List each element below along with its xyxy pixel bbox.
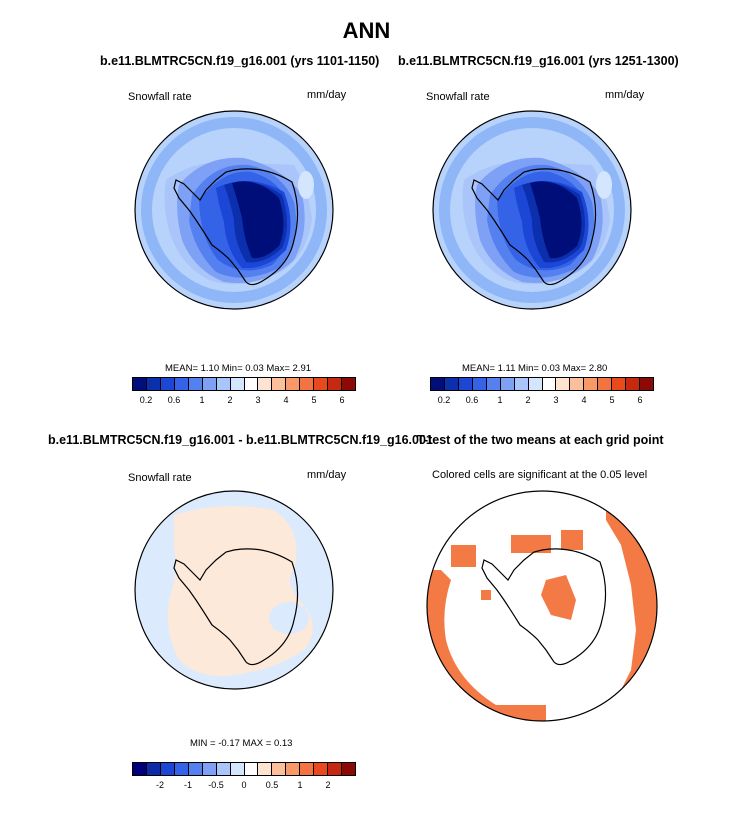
colorbar-swatch [300, 378, 315, 390]
figure-title: ANN [342, 18, 391, 43]
colorbar-swatch [314, 763, 329, 775]
panel1-left-label: Snowfall rate [128, 91, 192, 103]
colorbar-swatch [584, 378, 599, 390]
ttest-map [426, 490, 658, 722]
colorbar-swatch [133, 378, 147, 390]
panel3-units-label: mm/day [307, 469, 347, 481]
colorbar-swatch [174, 763, 189, 775]
panel2-left-label: Snowfall rate [426, 91, 490, 103]
colorbar-tick-label: 1 [199, 395, 205, 405]
colorbar-tick-label: 3 [553, 395, 559, 405]
colorbar-2: 0.2 0.6 1 2 3 4 5 6 [430, 377, 654, 411]
colorbar-swatch [328, 763, 343, 775]
colorbar-swatch [258, 763, 273, 775]
colorbar-swatch [472, 378, 487, 390]
colorbar-swatch [542, 378, 557, 390]
panel2-title: b.e11.BLMTRC5CN.f19_g16.001 (yrs 1251-13… [398, 54, 679, 68]
colorbar-tick-label: 5 [311, 395, 317, 405]
colorbar-tick-label: 2 [325, 780, 331, 790]
colorbar-swatch [202, 378, 217, 390]
panel4-title: T-test of the two means at each grid poi… [417, 433, 664, 447]
colorbar-tick-label: -2 [155, 780, 165, 790]
snowfall-map-2 [432, 110, 632, 310]
colorbar-tick-label: 0.5 [265, 780, 279, 790]
panel3-title: b.e11.BLMTRC5CN.f19_g16.001 - b.e11.BLMT… [48, 433, 433, 447]
panel3-left-label: Snowfall rate [128, 472, 192, 484]
colorbar-swatch [342, 763, 355, 775]
colorbar-swatch [244, 763, 259, 775]
colorbar-tick-label: 0.2 [437, 395, 451, 405]
panel3-stats: MIN = -0.17 MAX = 0.13 [190, 738, 293, 749]
colorbar-swatch [216, 378, 231, 390]
colorbar-swatch [244, 378, 259, 390]
colorbar-tick-label: 6 [637, 395, 643, 405]
colorbar-swatch [188, 763, 203, 775]
colorbar-swatch [258, 378, 273, 390]
colorbar-swatch [133, 763, 147, 775]
colorbar-tick-label: 4 [581, 395, 587, 405]
colorbar-swatch [556, 378, 571, 390]
colorbar-tick-label: 0.2 [139, 395, 153, 405]
colorbar-swatch [328, 378, 343, 390]
colorbar-swatch [500, 378, 515, 390]
colorbar-swatch [230, 763, 245, 775]
colorbar-tick-label: 3 [255, 395, 261, 405]
snowfall-map-1 [134, 110, 334, 310]
colorbar-swatch [458, 378, 473, 390]
colorbar-tick-label: 6 [339, 395, 345, 405]
colorbar-swatch [314, 378, 329, 390]
colorbar-swatch [640, 378, 653, 390]
panel1-stats: MEAN= 1.10 Min= 0.03 Max= 2.91 [165, 363, 312, 374]
colorbar-tick-label: 0.6 [465, 395, 479, 405]
colorbar-swatch [612, 378, 627, 390]
colorbar-swatch [216, 763, 231, 775]
colorbar-swatch [202, 763, 217, 775]
colorbar-tick-label: 2 [525, 395, 531, 405]
colorbar-swatch [598, 378, 613, 390]
colorbar-swatch [570, 378, 585, 390]
colorbar-swatch [174, 378, 189, 390]
colorbar-swatch [431, 378, 445, 390]
colorbar-swatch [272, 763, 287, 775]
colorbar-swatch [342, 378, 355, 390]
colorbar-tick-label: 2 [227, 395, 233, 405]
colorbar-swatch [626, 378, 641, 390]
colorbar-tick-label: 0 [241, 780, 247, 790]
colorbar-1: 0.2 0.6 1 2 3 4 5 6 [132, 377, 356, 411]
colorbar-swatch [272, 378, 287, 390]
colorbar-swatch [300, 763, 315, 775]
colorbar-3: -2 -1 -0.5 0 0.5 1 2 [132, 762, 356, 796]
colorbar-swatch [444, 378, 459, 390]
colorbar-swatch [230, 378, 245, 390]
colorbar-tick-label: 4 [283, 395, 289, 405]
panel1-units-label: mm/day [307, 89, 347, 101]
colorbar-swatch [146, 763, 161, 775]
colorbar-swatch [160, 378, 175, 390]
colorbar-tick-label: 0.6 [167, 395, 181, 405]
colorbar-tick-label: 5 [609, 395, 615, 405]
colorbar-tick-label: -0.5 [208, 780, 224, 790]
colorbar-tick-label: 1 [297, 780, 303, 790]
colorbar-swatch [146, 378, 161, 390]
colorbar-swatch [188, 378, 203, 390]
colorbar-swatch [286, 763, 301, 775]
colorbar-swatch [528, 378, 543, 390]
colorbar-tick-label: -1 [183, 780, 193, 790]
colorbar-swatch [286, 378, 301, 390]
panel2-stats: MEAN= 1.11 Min= 0.03 Max= 2.80 [462, 363, 608, 374]
panel4-subtitle: Colored cells are significant at the 0.0… [432, 469, 648, 481]
colorbar-swatch [486, 378, 501, 390]
panel2-units-label: mm/day [605, 89, 645, 101]
colorbar-tick-label: 1 [497, 395, 503, 405]
panel1-title: b.e11.BLMTRC5CN.f19_g16.001 (yrs 1101-11… [100, 54, 380, 68]
difference-map [134, 490, 334, 690]
colorbar-swatch [160, 763, 175, 775]
colorbar-swatch [514, 378, 529, 390]
